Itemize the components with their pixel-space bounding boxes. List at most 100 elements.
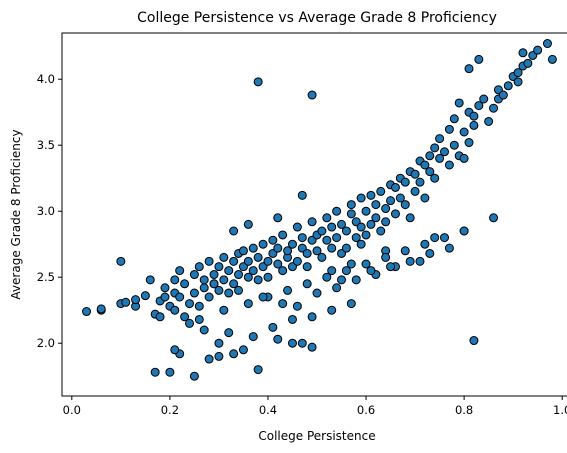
scatter-point xyxy=(469,120,479,130)
scatter-point xyxy=(459,226,469,236)
scatter-point xyxy=(283,285,293,295)
scatter-point xyxy=(464,64,474,74)
scatter-point xyxy=(170,305,180,315)
scatter-point xyxy=(131,295,141,305)
scatter-point xyxy=(474,54,484,64)
scatter-points xyxy=(82,39,557,381)
x-tick-label: 0.4 xyxy=(259,403,277,417)
scatter-point xyxy=(283,246,293,256)
scatter-point xyxy=(444,243,454,253)
scatter-point xyxy=(229,349,239,359)
scatter-point xyxy=(322,235,332,245)
scatter-point xyxy=(238,345,248,355)
scatter-point xyxy=(327,243,337,253)
scatter-point xyxy=(253,77,263,87)
scatter-point xyxy=(229,256,239,266)
scatter-point xyxy=(341,226,351,236)
scatter-point xyxy=(513,68,523,78)
scatter-point xyxy=(273,334,283,344)
scatter-point xyxy=(243,256,253,266)
scatter-point xyxy=(322,272,332,282)
scatter-point xyxy=(381,217,391,227)
scatter-point xyxy=(459,153,469,163)
y-axis-label: Average Grade 8 Proficiency xyxy=(9,129,23,299)
scatter-point xyxy=(224,328,234,338)
scatter-point xyxy=(430,233,440,243)
scatter-point xyxy=(371,200,381,210)
scatter-point xyxy=(204,256,214,266)
scatter-point xyxy=(307,312,317,322)
scatter-point xyxy=(287,314,297,324)
scatter-point xyxy=(204,354,214,364)
scatter-point xyxy=(189,270,199,280)
scatter-point xyxy=(351,233,361,243)
scatter-point xyxy=(121,297,131,307)
scatter-point xyxy=(400,200,410,210)
scatter-point xyxy=(307,90,317,100)
scatter-point xyxy=(145,275,155,285)
scatter-point xyxy=(302,279,312,289)
scatter-point xyxy=(292,256,302,266)
scatter-point xyxy=(155,312,165,322)
scatter-point xyxy=(332,233,342,243)
scatter-point xyxy=(400,246,410,256)
scatter-point xyxy=(425,248,435,258)
scatter-point xyxy=(214,262,224,272)
scatter-point xyxy=(297,190,307,200)
scatter-point xyxy=(547,54,557,64)
scatter-point xyxy=(209,279,219,289)
scatter-point xyxy=(297,233,307,243)
scatter-point xyxy=(229,279,239,289)
scatter-point xyxy=(185,318,194,328)
scatter-point xyxy=(366,266,376,276)
scatter-point xyxy=(194,301,204,311)
scatter-point xyxy=(346,299,356,309)
scatter-point xyxy=(337,275,347,285)
scatter-point xyxy=(489,213,499,223)
scatter-point xyxy=(513,77,523,87)
scatter-point xyxy=(459,127,469,137)
scatter-point xyxy=(278,230,288,240)
scatter-point xyxy=(390,182,400,192)
scatter-point xyxy=(454,98,464,108)
scatter-point xyxy=(464,138,474,148)
scatter-point xyxy=(376,226,386,236)
scatter-point xyxy=(82,307,92,317)
scatter-point xyxy=(420,160,430,170)
scatter-point xyxy=(150,367,160,377)
x-tick-label: 0.2 xyxy=(161,403,179,417)
scatter-point xyxy=(386,196,396,206)
scatter-point xyxy=(410,169,420,179)
scatter-point xyxy=(312,246,322,256)
scatter-point xyxy=(376,186,386,196)
scatter-point xyxy=(371,213,381,223)
scatter-point xyxy=(209,270,219,280)
y-tick-label: 3.5 xyxy=(37,138,55,152)
scatter-point xyxy=(327,222,337,232)
scatter-point xyxy=(356,193,366,203)
scatter-point xyxy=(204,292,214,302)
scatter-point xyxy=(175,266,185,276)
scatter-point xyxy=(346,200,356,210)
scatter-point xyxy=(523,58,533,68)
scatter-point xyxy=(302,248,312,258)
scatter-point xyxy=(479,94,489,104)
scatter-point xyxy=(175,292,185,302)
scatter-point xyxy=(278,266,288,276)
scatter-point xyxy=(356,239,366,249)
scatter-point xyxy=(381,252,391,262)
scatter-point xyxy=(381,204,391,214)
chart-title: College Persistence vs Average Grade 8 P… xyxy=(137,10,497,26)
scatter-point xyxy=(199,275,209,285)
scatter-point xyxy=(420,239,430,249)
scatter-point xyxy=(292,222,302,232)
scatter-point xyxy=(386,262,396,272)
x-axis: 0.0 0.2 0.4 0.6 0.8 1.0 xyxy=(63,396,567,417)
scatter-point xyxy=(484,116,494,126)
scatter-point xyxy=(194,314,204,324)
scatter-point xyxy=(219,305,229,315)
scatter-point xyxy=(312,288,322,298)
y-tick-label: 4.0 xyxy=(37,72,55,86)
scatter-point xyxy=(474,101,484,111)
scatter-point xyxy=(317,252,327,262)
